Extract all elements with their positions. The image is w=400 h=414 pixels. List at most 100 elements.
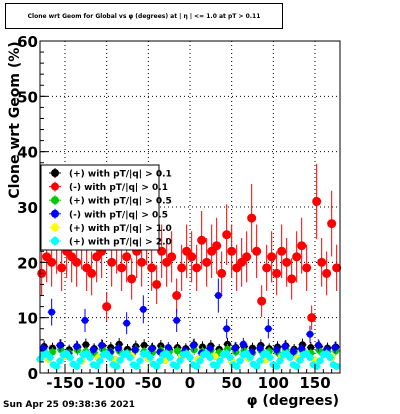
data-point <box>146 354 154 362</box>
data-point <box>189 341 197 349</box>
x-tick-label: 100 <box>258 374 289 392</box>
data-point <box>197 235 207 245</box>
data-point <box>177 263 187 273</box>
legend-label: (+) with pT/|q| > 1.0 <box>69 224 172 234</box>
data-point <box>56 341 64 349</box>
data-point <box>213 362 221 370</box>
data-point <box>306 330 314 338</box>
data-point <box>93 362 101 370</box>
data-point <box>193 362 201 370</box>
data-point <box>133 362 141 370</box>
data-point <box>331 344 339 352</box>
data-point <box>174 347 181 355</box>
legend-label: (-) with pT/|q| > 0.5 <box>69 210 168 220</box>
data-point <box>256 344 264 352</box>
legend: (+) with pT/|q| > 0.1 (-) with pT/|q| > 0… <box>40 164 172 251</box>
x-tick-label: 0 <box>185 374 195 392</box>
data-point <box>173 362 181 370</box>
data-point <box>206 354 214 362</box>
data-point <box>317 257 327 267</box>
data-point <box>152 279 162 289</box>
data-point <box>72 257 82 267</box>
data-point <box>114 344 122 352</box>
legend-marker <box>51 223 59 232</box>
data-point <box>212 241 222 251</box>
data-point <box>48 308 56 316</box>
data-point <box>123 319 131 327</box>
data-point <box>227 246 237 256</box>
data-point <box>332 263 342 273</box>
legend-marker <box>51 169 59 177</box>
data-point <box>257 296 267 306</box>
data-point <box>306 354 314 362</box>
data-point <box>217 268 227 278</box>
data-point <box>272 268 282 278</box>
data-point <box>287 274 297 284</box>
data-point <box>316 357 324 365</box>
legend-label: (-) with pT/|q| > 0.1 <box>69 183 168 193</box>
data-point <box>253 362 261 370</box>
data-point <box>89 346 97 354</box>
data-point <box>106 354 114 362</box>
data-point <box>326 354 334 362</box>
data-point <box>140 341 148 349</box>
data-point <box>176 357 184 365</box>
data-point <box>102 302 112 312</box>
data-point <box>122 252 132 262</box>
data-point <box>139 305 147 313</box>
title-box: Clone wrt Geom for Global vs φ (degrees)… <box>5 3 283 29</box>
data-point <box>222 230 232 240</box>
data-point <box>297 241 307 251</box>
data-point <box>166 354 174 362</box>
data-point <box>39 344 47 352</box>
data-point <box>46 354 54 362</box>
data-point <box>289 347 297 355</box>
data-point <box>206 345 214 353</box>
data-point <box>276 357 284 365</box>
data-point <box>186 354 194 362</box>
legend-marker <box>51 196 59 205</box>
x-tick-label: 50 <box>221 374 242 392</box>
data-point <box>281 342 289 350</box>
x-tick-label: -50 <box>135 374 162 392</box>
data-point <box>56 357 64 365</box>
data-point <box>293 362 301 370</box>
data-point <box>57 263 67 273</box>
y-tick-label: 40 <box>17 144 38 162</box>
data-point <box>298 345 306 353</box>
data-point <box>148 345 156 353</box>
data-point <box>273 362 281 370</box>
legend-label: (+) with pT/|q| > 0.5 <box>69 197 172 207</box>
data-point <box>252 246 262 256</box>
data-point <box>156 357 164 365</box>
data-point <box>164 344 172 352</box>
legend-marker <box>51 209 59 218</box>
data-point <box>216 357 224 365</box>
y-tick-label: 20 <box>17 254 38 272</box>
y-tick-label: 50 <box>17 88 38 106</box>
data-point <box>246 354 254 362</box>
data-point <box>262 263 272 273</box>
x-tick-label: -150 <box>46 374 84 392</box>
data-point <box>76 357 84 365</box>
data-point <box>107 257 117 267</box>
data-point <box>167 252 177 262</box>
data-point <box>86 354 94 362</box>
data-point <box>113 362 121 370</box>
data-point <box>127 274 137 284</box>
data-point <box>87 268 97 278</box>
data-point <box>96 357 104 365</box>
legend-marker <box>51 237 59 245</box>
data-point <box>233 362 241 370</box>
data-point <box>266 354 274 362</box>
y-tick-label: 60 <box>17 33 38 51</box>
data-point <box>66 354 74 362</box>
data-point <box>82 341 90 349</box>
data-point <box>307 313 317 323</box>
data-point <box>126 354 134 362</box>
data-point <box>73 362 81 370</box>
data-point <box>187 252 197 262</box>
data-point <box>196 357 204 365</box>
data-point <box>256 357 264 365</box>
data-point <box>327 219 337 229</box>
